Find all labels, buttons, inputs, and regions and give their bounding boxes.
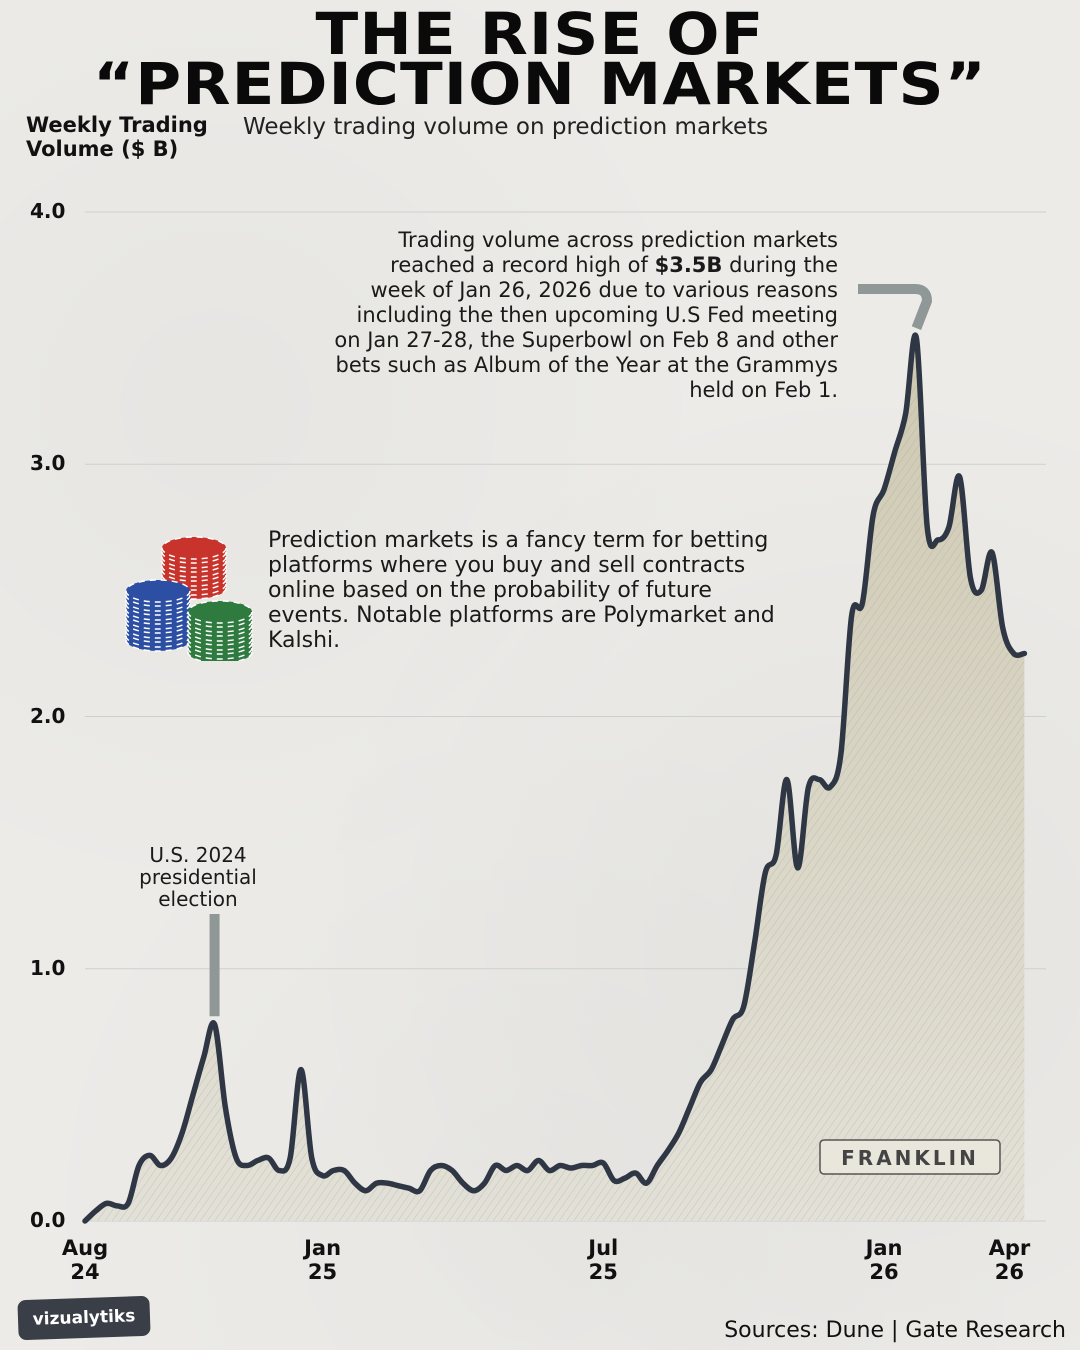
x-tick-2: Jul 25 — [588, 1236, 619, 1284]
callout-bar-record — [858, 284, 933, 330]
source-note: Sources: Dune | Gate Research — [724, 1318, 1066, 1343]
banknote-label: FRANKLIN — [819, 1139, 1001, 1175]
definition-annotation: Prediction markets is a fancy term for b… — [268, 528, 775, 653]
subtitle: Weekly trading volume on prediction mark… — [243, 114, 769, 140]
title-line-1: THE RISE OF — [315, 0, 765, 68]
y-tick-4: 4.0 — [30, 199, 66, 223]
series-area-hatch — [85, 335, 1025, 1221]
brand-logo: vizualytiks — [17, 1295, 151, 1341]
y-tick-0: 0.0 — [30, 1208, 66, 1232]
record-annotation: Trading volume across prediction markets… — [330, 228, 838, 403]
x-tick-1: Jan 25 — [304, 1236, 342, 1284]
y-tick-3: 3.0 — [30, 451, 66, 476]
title-line-2: “PREDICTION MARKETS” — [93, 50, 987, 118]
record-text-suffix: during the week of Jan 26, 2026 due to v… — [334, 253, 838, 402]
poker-chips-icon — [125, 536, 253, 661]
series-line — [82, 332, 1028, 1224]
record-text-prefix: Trading volume across prediction markets… — [390, 228, 838, 277]
y-axis-label: Weekly Trading Volume ($ B) — [26, 113, 208, 161]
x-tick-4: Apr 26 — [988, 1236, 1031, 1284]
y-tick-1: 1.0 — [30, 955, 66, 980]
x-tick-3: Jan 26 — [865, 1236, 903, 1284]
record-value: $3.5B — [654, 253, 723, 277]
y-tick-2: 2.0 — [30, 703, 66, 728]
election-annotation: U.S. 2024 presidential election — [139, 843, 257, 911]
svg-text:FRANKLIN: FRANKLIN — [841, 1146, 979, 1170]
x-tick-0: Aug 24 — [61, 1236, 109, 1284]
